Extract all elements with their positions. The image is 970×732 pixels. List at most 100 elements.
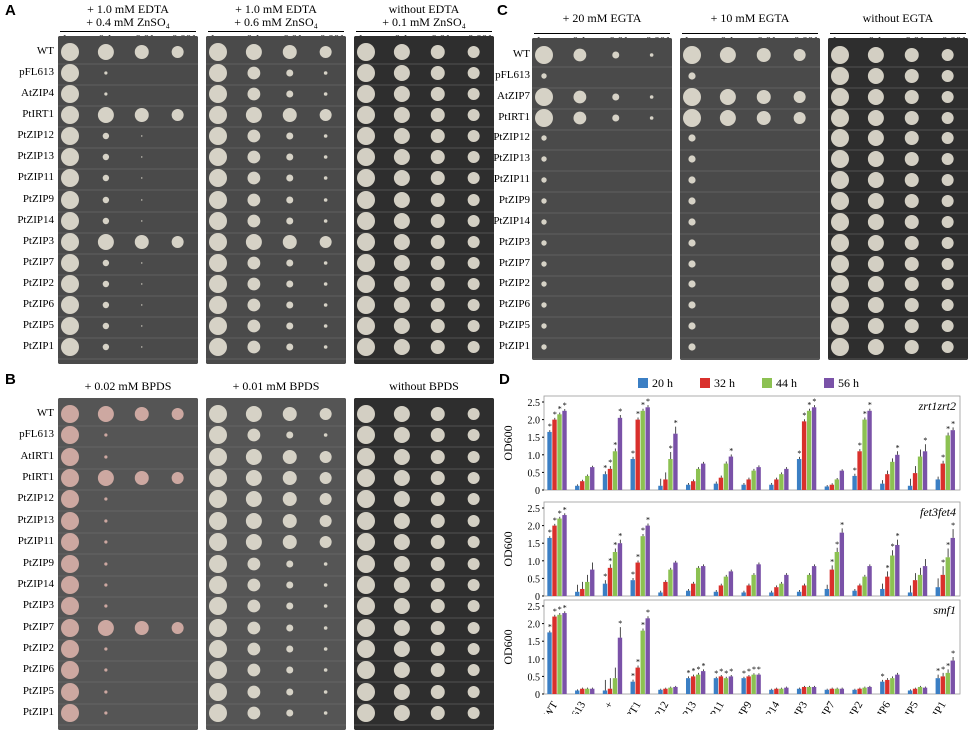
yeast-spot: [541, 302, 547, 308]
yeast-spot: [688, 218, 696, 226]
yeast-spot: [430, 663, 445, 677]
yeast-spot: [171, 472, 184, 484]
strain-label: PtZIP12: [17, 129, 54, 141]
yeast-spot: [286, 259, 294, 267]
y-tick-label: 2.5: [528, 504, 541, 515]
yeast-spot: [323, 155, 328, 159]
bar: [552, 525, 557, 596]
yeast-spot: [612, 51, 620, 59]
yeast-spot: [319, 109, 332, 121]
bar: [935, 479, 940, 490]
yeast-spot: [357, 275, 375, 293]
yeast-spot: [247, 642, 261, 656]
bar: [940, 463, 945, 490]
yeast-spot: [209, 317, 227, 335]
strain-label: AtZIP7: [497, 90, 530, 102]
yeast-spot: [323, 604, 328, 608]
significance-star: *: [558, 605, 562, 614]
yeast-spot: [247, 599, 261, 613]
yeast-spot: [319, 472, 332, 484]
yeast-spot: [904, 257, 919, 271]
bar: [590, 467, 595, 490]
bar: [635, 667, 640, 694]
condition-line1: + 0.02 mM BPDS: [84, 379, 172, 393]
yeast-spot: [357, 640, 375, 658]
strain-label: PtZIP5: [22, 319, 54, 331]
significance-star: *: [669, 444, 673, 453]
significance-star: *: [563, 505, 567, 514]
yeast-spot: [793, 91, 806, 103]
yeast-spot: [430, 514, 445, 528]
bar: [585, 688, 590, 694]
yeast-spot: [430, 642, 445, 656]
bar: [756, 674, 761, 694]
yeast-spot: [323, 303, 328, 307]
yeast-spot: [756, 90, 771, 104]
significance-star: *: [714, 669, 718, 678]
yeast-spot: [245, 534, 262, 550]
yeast-spot: [357, 296, 375, 314]
yeast-spot: [141, 304, 143, 306]
yeast-spot: [430, 193, 445, 207]
yeast-spot: [867, 172, 884, 188]
strain-label: PtZIP6: [22, 663, 54, 675]
yeast-spot: [323, 647, 328, 651]
bar: [890, 461, 895, 490]
yeast-spot: [141, 156, 143, 158]
yeast-spot: [941, 278, 954, 290]
yeast-spot: [831, 150, 849, 168]
bar: [547, 632, 552, 694]
bar: [663, 688, 668, 694]
bar: [862, 687, 867, 694]
yeast-spot: [467, 408, 480, 420]
yeast-spot: [357, 704, 375, 722]
bar: [829, 688, 835, 694]
bar: [718, 477, 724, 490]
bar: [602, 690, 608, 694]
yeast-spot: [323, 176, 328, 180]
yeast-spot: [683, 88, 701, 106]
yeast-spot: [104, 92, 108, 96]
yeast-spot: [393, 44, 410, 60]
bar: [690, 481, 696, 490]
yeast-spot: [357, 405, 375, 423]
bar: [630, 459, 635, 490]
significance-star: *: [946, 425, 950, 434]
significance-star: *: [686, 668, 690, 677]
bar: [801, 421, 807, 490]
yeast-spot: [141, 135, 143, 137]
significance-star: *: [729, 446, 733, 455]
x-tick-label: PtZIP9: [729, 699, 755, 714]
bar: [590, 569, 595, 596]
yeast-spot: [97, 234, 114, 250]
condition-line1: without EDTA: [388, 2, 460, 16]
yeast-spot: [867, 151, 884, 167]
bar: [867, 566, 872, 596]
yeast-spot: [357, 597, 375, 615]
bar: [751, 574, 756, 596]
significance-star: *: [886, 563, 890, 572]
yeast-spot: [941, 320, 954, 332]
significance-star: *: [858, 441, 862, 450]
yeast-spot: [286, 132, 294, 140]
significance-star: *: [646, 608, 650, 617]
yeast-spot: [688, 260, 696, 268]
significance-star: *: [563, 603, 567, 612]
yeast-spot: [286, 90, 294, 98]
yeast-spot: [323, 282, 328, 286]
yeast-spot: [393, 620, 410, 636]
condition-label-a-3: without EDTA + 0.1 mM ZnSO₄: [354, 3, 494, 29]
strain-label: PtZIP1: [22, 340, 54, 352]
yeast-spot: [467, 172, 480, 184]
yeast-spot: [323, 668, 328, 672]
bar: [769, 592, 774, 596]
yeast-spot: [467, 536, 480, 548]
yeast-spot: [61, 533, 79, 551]
yeast-spot: [286, 280, 294, 288]
bar: [607, 567, 613, 596]
strain-label: PtZIP3: [22, 235, 54, 247]
bar: [885, 474, 890, 490]
bar: [635, 562, 640, 596]
yeast-spot: [357, 317, 375, 335]
y-tick-label: 0: [535, 690, 540, 701]
